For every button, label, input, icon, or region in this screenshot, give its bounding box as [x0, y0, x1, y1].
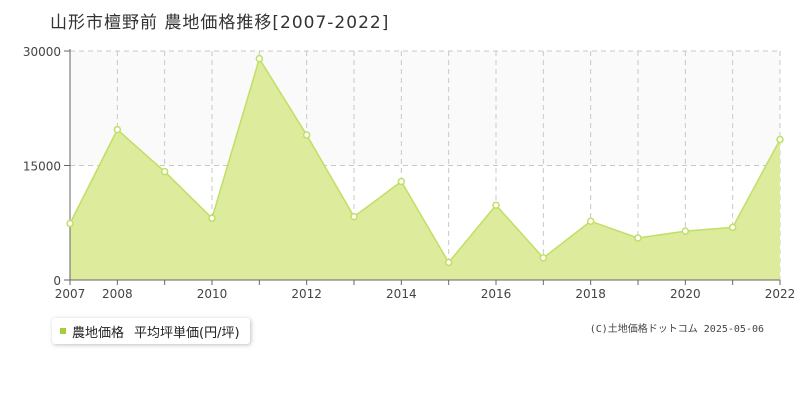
- plot-upper-band: [70, 51, 780, 166]
- data-point: [539, 254, 548, 262]
- x-tick-label: 2016: [481, 287, 512, 301]
- data-point: [776, 135, 784, 144]
- data-point: [350, 212, 358, 221]
- x-tick-label: 2020: [670, 287, 701, 301]
- data-point: [113, 125, 122, 134]
- data-point: [681, 227, 690, 235]
- data-point: [397, 177, 406, 186]
- legend-unit-label: 平均坪単価(円/坪): [134, 325, 240, 341]
- data-point: [208, 214, 216, 222]
- x-tick-label: 2007: [55, 287, 86, 301]
- x-tick-label: 2018: [575, 287, 606, 301]
- price-chart: 0 15000 30000 2007 2008 2010 2012 2014 2016 2018 2…: [23, 45, 796, 301]
- x-tick-label: 2022: [765, 287, 796, 301]
- y-tick-label: 0: [53, 274, 61, 288]
- data-point: [160, 167, 169, 176]
- chart-title: 山形市檀野前 農地価格推移[2007-2022]: [50, 13, 390, 33]
- data-point: [444, 258, 453, 267]
- data-point: [586, 217, 595, 225]
- data-point: [728, 223, 737, 232]
- data-point: [634, 234, 642, 242]
- data-point: [302, 131, 311, 139]
- x-tick-label: 2014: [386, 287, 417, 301]
- credit-text: (C)土地価格ドットコム 2025-05-06: [589, 324, 764, 335]
- series-area: [70, 58, 780, 281]
- legend-series-name: 農地価格: [72, 325, 125, 341]
- x-tick-label: 2012: [291, 287, 322, 301]
- data-point: [255, 54, 264, 63]
- data-point: [492, 201, 500, 209]
- y-tick-label: 15000: [23, 160, 61, 174]
- legend: 農地価格 平均坪単価(円/坪): [52, 318, 250, 344]
- y-tick-label: 30000: [23, 45, 61, 59]
- x-tick-label: 2010: [197, 287, 228, 301]
- series-line: [69, 56, 781, 264]
- x-tick-label: 2008: [102, 287, 133, 301]
- data-point: [66, 219, 74, 228]
- legend-marker: [60, 328, 66, 334]
